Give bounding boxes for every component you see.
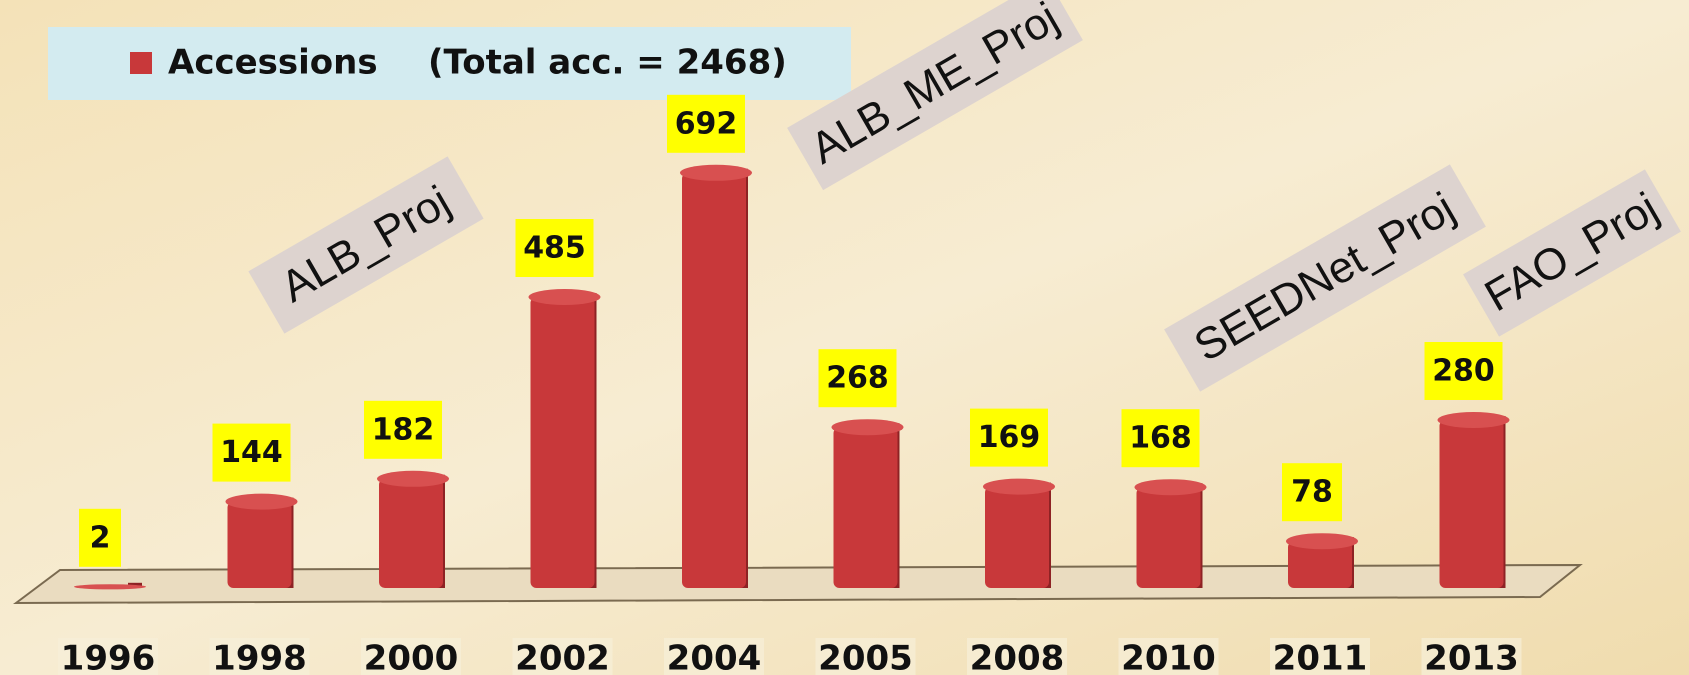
category-box	[664, 638, 764, 675]
bar	[530, 297, 595, 588]
category-box	[967, 638, 1067, 675]
bar	[985, 486, 1049, 588]
value-label-box	[1424, 342, 1503, 400]
category-box	[1421, 638, 1522, 675]
bar-top	[528, 289, 601, 305]
value-label: 78	[1291, 475, 1333, 510]
bar	[227, 501, 292, 588]
value-label: 182	[372, 412, 435, 447]
bar	[682, 172, 746, 589]
value-label: 2	[90, 520, 111, 555]
bar-top	[225, 493, 298, 510]
bar-top	[1437, 412, 1510, 428]
category-box	[815, 638, 916, 675]
value-label: 692	[675, 106, 738, 141]
category-box	[209, 638, 310, 675]
bar	[1136, 487, 1201, 588]
bar	[1439, 420, 1504, 588]
value-label: 144	[220, 435, 283, 470]
bar	[379, 478, 443, 588]
bar-top	[377, 470, 449, 487]
x-tick-label: 2002	[515, 639, 610, 675]
value-label-box	[212, 423, 291, 482]
value-label: 485	[523, 231, 586, 266]
value-label-box	[364, 400, 442, 459]
category-box	[58, 638, 158, 675]
value-label-box	[818, 349, 897, 408]
x-tick-label: 2000	[364, 639, 459, 675]
value-label-box	[79, 508, 121, 567]
annotation-box	[787, 0, 1083, 191]
bar	[833, 427, 898, 588]
category-box	[1270, 638, 1370, 675]
x-tick-label: 2004	[667, 639, 762, 675]
category-box	[361, 638, 461, 675]
bar	[1288, 541, 1352, 588]
value-label: 168	[1129, 421, 1192, 456]
bar-top	[1286, 533, 1358, 550]
annotation-box	[1463, 169, 1681, 337]
x-tick-label: 2005	[818, 639, 913, 675]
legend-swatch	[130, 52, 152, 74]
category-box	[1118, 638, 1219, 675]
bar-top	[983, 478, 1055, 495]
value-label: 169	[978, 420, 1041, 455]
value-label-box	[515, 219, 594, 277]
value-label-box	[1282, 463, 1342, 522]
annotation-box	[248, 156, 484, 334]
x-tick-label: 1996	[61, 639, 156, 675]
value-label: 268	[826, 361, 889, 396]
value-label-box	[667, 94, 745, 153]
x-tick-label: 1998	[212, 639, 307, 675]
legend-label: Accessions	[168, 43, 378, 83]
annotation-box	[1164, 164, 1486, 392]
legend-note: (Total acc. = 2468)	[428, 43, 787, 83]
bar-top	[831, 419, 904, 436]
bar-top	[74, 584, 146, 590]
value-label-box	[970, 408, 1048, 467]
x-tick-label: 2010	[1121, 639, 1216, 675]
legend-box	[48, 27, 851, 100]
bar-top	[680, 164, 752, 181]
category-box	[512, 638, 613, 675]
x-tick-label: 2013	[1424, 639, 1519, 675]
x-tick-label: 2011	[1273, 639, 1368, 675]
bar-top	[1134, 479, 1207, 496]
value-label-box	[1121, 409, 1200, 468]
value-label: 280	[1432, 354, 1495, 389]
x-tick-label: 2008	[970, 639, 1065, 675]
